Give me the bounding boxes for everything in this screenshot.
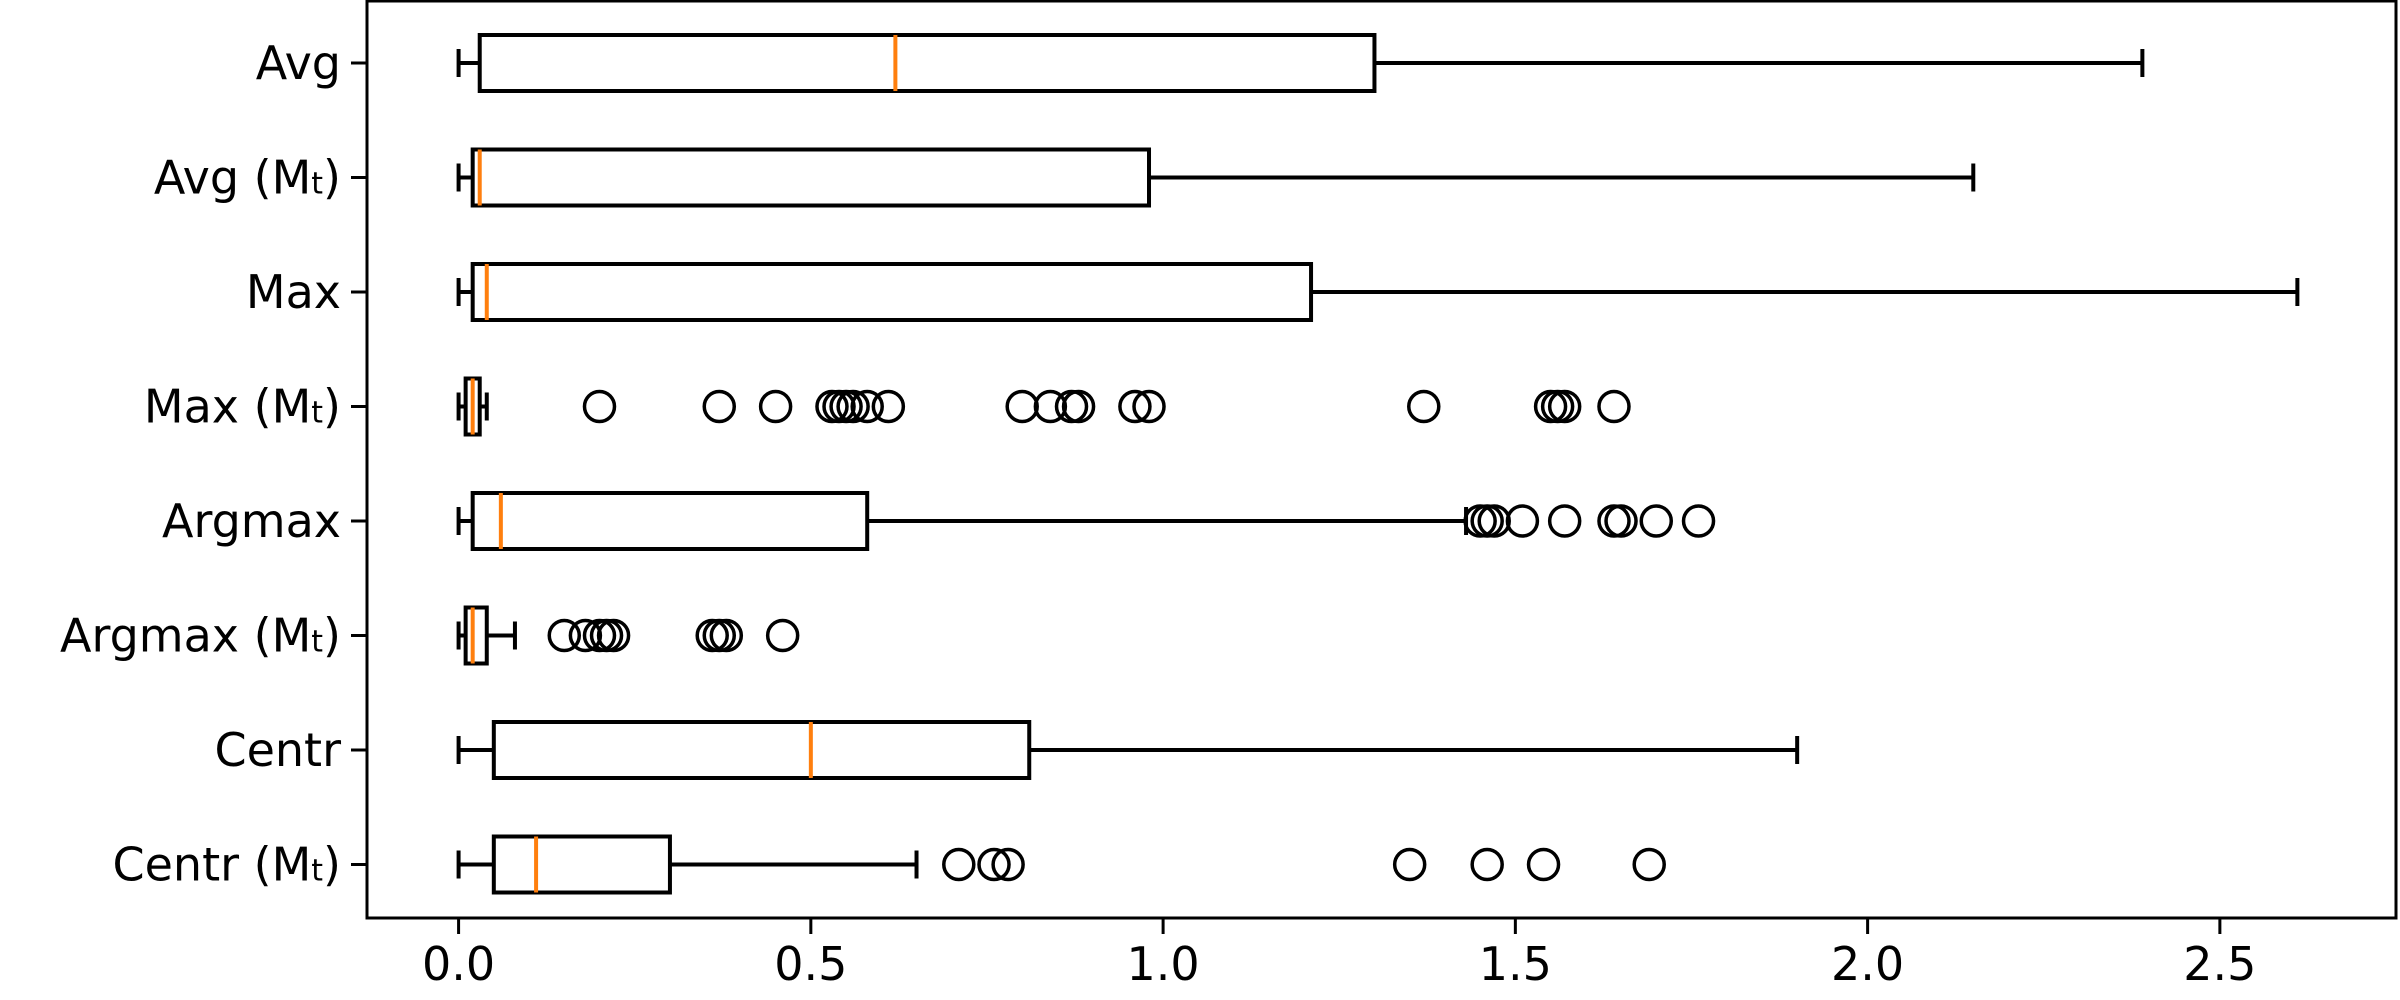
outlier-point [1407, 389, 1441, 424]
outlier-point [1540, 389, 1575, 424]
outlier-point [709, 618, 744, 653]
outlier-point [1639, 504, 1674, 538]
boxplot-row [456, 147, 1976, 208]
y-tick-label-close-paren: ) [323, 609, 341, 663]
outlier-point [702, 389, 737, 424]
outlier-point [758, 389, 793, 424]
x-tick-label: 0.0 [422, 937, 495, 991]
axes-frame [365, 0, 2398, 920]
box-iqr [491, 720, 1032, 780]
y-tick-label-subscript: t [311, 396, 323, 431]
outlier-point [1526, 847, 1561, 882]
outlier-point [1054, 389, 1089, 424]
box-iqr [477, 33, 1377, 93]
outlier-point [871, 389, 906, 424]
outlier-point [1392, 847, 1427, 882]
outlier-point [1005, 389, 1039, 424]
outlier-point [942, 847, 976, 882]
y-tick-label: Avg [256, 36, 341, 90]
box-iqr [470, 491, 870, 551]
y-tick-label: Argmax (Mt) [60, 609, 341, 663]
outlier-point [1470, 504, 1504, 538]
x-tick-label: 0.5 [774, 937, 847, 991]
y-tick-label-text: Centr (M [113, 838, 312, 892]
outlier-point [547, 618, 582, 653]
box-iqr [491, 834, 672, 895]
outlier-point [977, 847, 1011, 882]
plot-layer [456, 33, 2300, 895]
boxplot-row [456, 834, 1666, 895]
y-tick-label-close-paren: ) [323, 838, 341, 892]
outlier-point [1597, 504, 1631, 538]
outlier-point [1604, 504, 1638, 538]
outlier-point [850, 389, 884, 424]
y-tick-label-subscript: t [311, 625, 323, 660]
y-tick-label: Argmax [162, 494, 341, 548]
boxplot-row [456, 262, 2300, 322]
y-tick-label-text: Max (M [144, 380, 311, 434]
boxplot-row [456, 33, 2145, 93]
outlier-point [1597, 389, 1631, 424]
outlier-point [1132, 389, 1166, 424]
outlier-point [568, 618, 603, 653]
y-tick-label: Avg (Mt) [154, 151, 341, 205]
outlier-point [836, 389, 870, 424]
y-tick-label: Centr (Mt) [113, 838, 342, 892]
box-iqr [470, 147, 1152, 208]
outlier-point [1033, 389, 1068, 424]
x-tick-label: 1.0 [1127, 937, 1200, 991]
y-tick-label-subscript: t [311, 167, 323, 202]
outlier-point [1547, 504, 1582, 538]
x-tick-label: 1.5 [1479, 937, 1552, 991]
boxplot-row [456, 376, 1631, 437]
y-tick-label-text: Centr [214, 723, 341, 777]
x-tick-label: 2.5 [2183, 937, 2256, 991]
outlier-point [765, 618, 800, 653]
outlier-point [1118, 389, 1152, 424]
box-iqr [470, 262, 1314, 322]
y-tick-label-text: Avg (M [154, 151, 311, 205]
y-tick-label-text: Max [246, 265, 341, 319]
outlier-point [1505, 504, 1540, 538]
outlier-point [1681, 504, 1716, 538]
boxplot-row [456, 491, 1716, 551]
outlier-point [991, 847, 1025, 882]
outlier-point [582, 389, 617, 424]
y-tick-label: Max (Mt) [144, 380, 341, 434]
y-tick-label-close-paren: ) [323, 151, 341, 205]
outlier-point [1470, 847, 1504, 882]
outlier-point [596, 618, 631, 653]
y-tick-label: Centr [214, 723, 341, 777]
y-tick-label: Max [246, 265, 341, 319]
box-iqr [463, 605, 489, 666]
outlier-point [1477, 504, 1511, 538]
x-tick-label: 2.0 [1831, 937, 1904, 991]
y-tick-label-text: Avg [256, 36, 341, 90]
y-tick-label-close-paren: ) [323, 380, 341, 434]
outlier-point [702, 618, 737, 653]
y-tick-label-text: Argmax (M [60, 609, 311, 663]
boxplot-row [456, 720, 1800, 780]
outlier-point [1632, 847, 1666, 882]
outlier-point [1547, 389, 1582, 424]
y-tick-label-subscript: t [311, 854, 323, 889]
boxplot-row [456, 605, 800, 666]
y-tick-label-text: Argmax [162, 494, 341, 548]
outlier-point [589, 618, 624, 653]
outlier-point [1061, 389, 1096, 424]
